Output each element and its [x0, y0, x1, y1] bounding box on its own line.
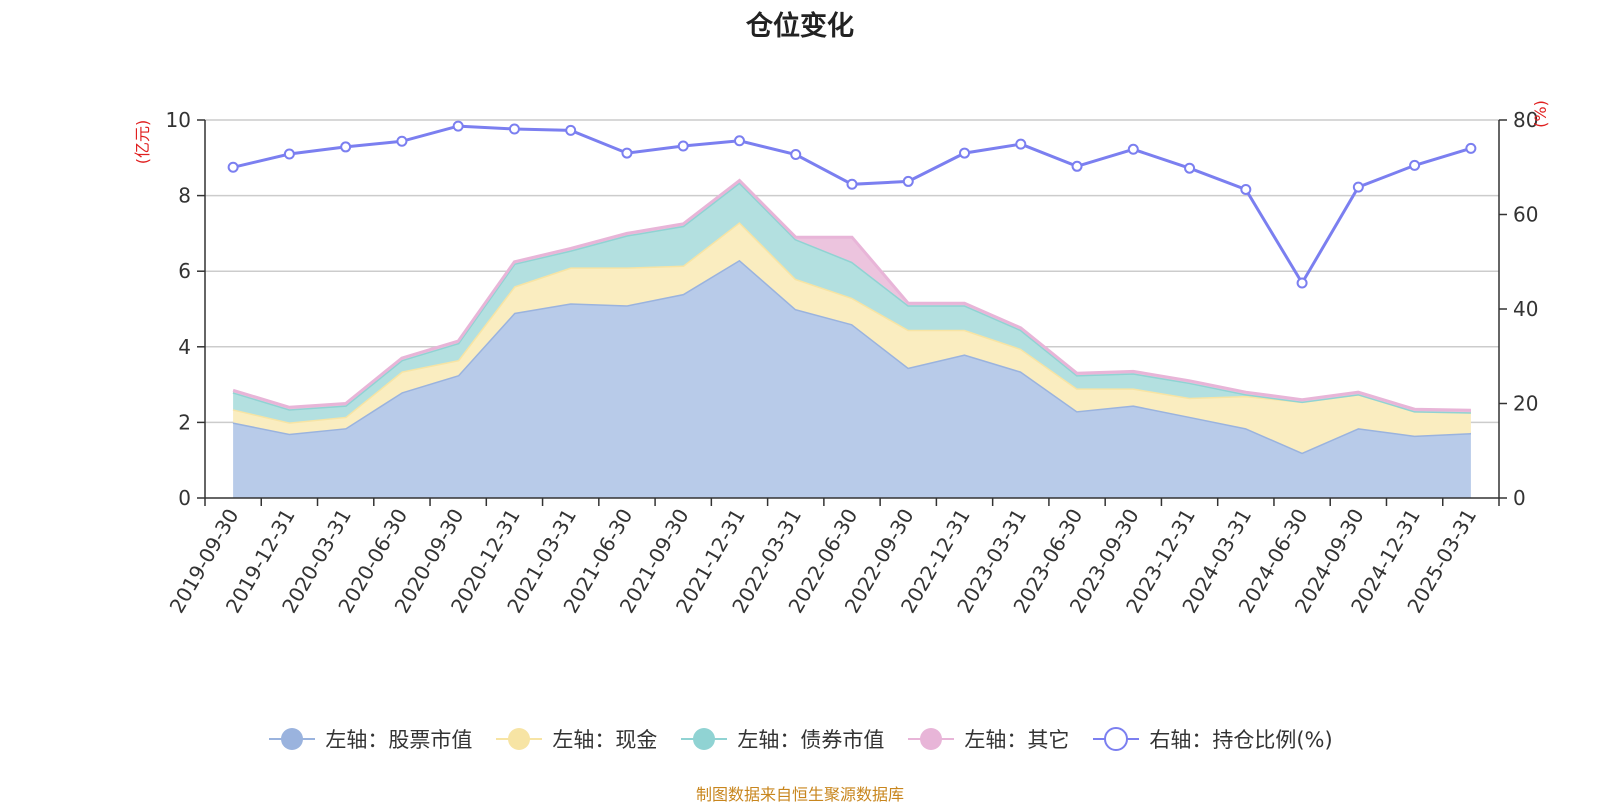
y-axis-left-unit: (亿元)	[133, 120, 152, 165]
legend-filled-circle-icon	[681, 728, 728, 750]
legend-filled-circle-icon	[496, 728, 543, 750]
ratio-point	[1352, 181, 1364, 193]
ratio-point	[508, 123, 520, 135]
ratio-point	[1184, 162, 1196, 174]
legend-label: 左轴：现金	[552, 728, 658, 752]
legend-item[interactable]: 左轴：债券市值	[679, 724, 884, 754]
ratio-point	[1015, 138, 1027, 150]
y-right-tick-label: 20	[1513, 392, 1538, 416]
ratio-point	[846, 178, 858, 190]
legend-filled-circle-icon	[908, 728, 955, 750]
ratio-point	[1071, 160, 1083, 172]
ratio-point	[565, 124, 577, 136]
legend-label: 左轴：股票市值	[325, 728, 473, 752]
y-axis-right-unit: (%)	[1531, 100, 1550, 128]
ratio-point	[1127, 143, 1139, 155]
chart-title: 仓位变化	[746, 11, 854, 42]
legend-item[interactable]: 左轴：其它	[906, 724, 1069, 754]
ratio-point	[1465, 142, 1477, 154]
y-left-tick-label: 2	[178, 410, 191, 434]
ratio-point	[959, 147, 971, 159]
y-right-tick-label: 60	[1513, 203, 1538, 227]
source-note: 制图数据来自恒生聚源数据库	[695, 785, 904, 804]
area-左轴：债券市值	[233, 182, 1471, 423]
y-left-tick-label: 4	[178, 335, 191, 359]
legend: 左轴：股票市值 左轴：现金 左轴：债券市值 左轴：其它 右轴：持仓比例(%)	[0, 724, 1600, 754]
ratio-point	[452, 120, 464, 132]
area-edge-左轴：其它	[232, 178, 1471, 412]
legend-label: 右轴：持仓比例(%)	[1149, 728, 1333, 752]
y-right-tick-label: 40	[1513, 297, 1538, 321]
legend-item[interactable]: 左轴：股票市值	[267, 724, 472, 754]
ratio-point	[733, 135, 745, 147]
y-left-tick-label: 0	[178, 486, 191, 510]
stacked-areas	[232, 178, 1471, 498]
ratio-line	[227, 120, 1477, 289]
area-左轴：股票市值	[233, 259, 1471, 498]
ratio-point	[396, 135, 408, 147]
ratio-point	[1296, 277, 1308, 289]
ratio-point	[621, 147, 633, 159]
y-left-tick-label: 6	[178, 259, 191, 283]
y-right-tick-label: 0	[1513, 486, 1526, 510]
legend-label: 左轴：其它	[964, 728, 1070, 752]
ratio-point	[283, 148, 295, 160]
legend-hollow-circle-icon	[1093, 727, 1140, 751]
area-左轴：现金	[233, 222, 1471, 453]
ratio-point	[790, 148, 802, 160]
legend-filled-circle-icon	[269, 728, 316, 750]
y-left-tick-label: 10	[166, 108, 191, 132]
y-left-tick-label: 8	[178, 184, 191, 208]
ratio-point	[677, 140, 689, 152]
legend-item[interactable]: 右轴：持仓比例(%)	[1091, 724, 1333, 754]
ratio-point	[902, 175, 914, 187]
legend-label: 左轴：债券市值	[737, 728, 885, 752]
legend-item[interactable]: 左轴：现金	[494, 724, 657, 754]
ratio-point	[1409, 159, 1421, 171]
y-right-tick-label: 80	[1513, 108, 1538, 132]
ratio-point	[1240, 183, 1252, 195]
ratio-point	[340, 141, 352, 153]
ratio-point	[227, 161, 239, 173]
